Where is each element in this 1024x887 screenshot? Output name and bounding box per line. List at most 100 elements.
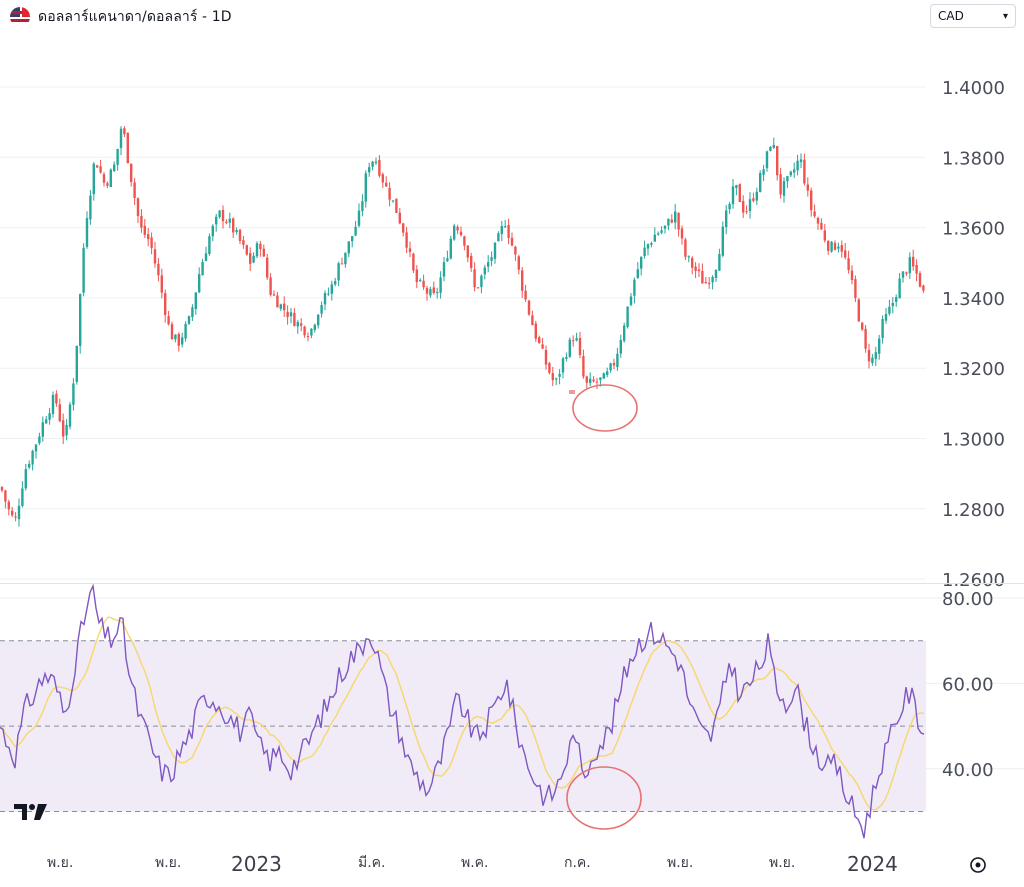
candle-body	[306, 336, 310, 338]
candle-body	[82, 247, 85, 293]
candle-body	[779, 174, 782, 195]
candle-body	[395, 198, 398, 213]
candle-body	[731, 186, 735, 205]
candle-body	[626, 306, 629, 327]
candle-body	[106, 183, 109, 186]
candle-body	[408, 248, 412, 252]
candle-body	[453, 225, 456, 240]
candle-body	[133, 182, 136, 198]
candle-body	[245, 245, 248, 255]
candle-body	[487, 262, 490, 267]
candle-body	[714, 270, 718, 278]
rsi-tick-label: 80.00	[942, 589, 994, 610]
candle-body	[898, 278, 901, 299]
candle-body	[572, 340, 575, 342]
candle-body	[432, 287, 435, 294]
candle-body	[17, 505, 21, 520]
candle-body	[867, 349, 871, 362]
candle-body	[854, 279, 857, 299]
candle-body	[38, 436, 41, 444]
candle-body	[874, 352, 877, 359]
candle-body	[748, 199, 752, 212]
candle-marker	[569, 390, 575, 394]
candle-body	[347, 241, 350, 254]
candle-body	[130, 163, 133, 182]
candle-body	[126, 132, 129, 164]
candle-body	[429, 289, 432, 296]
candle-body	[313, 324, 316, 331]
candle-body	[697, 269, 701, 272]
candle-body	[160, 275, 163, 293]
candle-body	[75, 345, 78, 382]
candle-body	[374, 161, 378, 164]
candle-body	[704, 281, 707, 284]
candle-body	[113, 164, 116, 172]
candle-body	[789, 171, 792, 176]
candle-body	[582, 356, 585, 377]
candle-body	[310, 328, 313, 336]
candle-body	[4, 490, 7, 502]
candle-body	[803, 159, 806, 184]
candle-body	[249, 253, 252, 264]
candle-body	[575, 338, 578, 341]
candle-body	[840, 245, 843, 252]
candle-body	[174, 334, 177, 340]
candle-body	[157, 263, 160, 276]
time-tick-label: มี.ค.	[358, 855, 386, 871]
candle-body	[89, 195, 92, 220]
candle-body	[143, 225, 146, 235]
candle-body	[99, 166, 102, 173]
candle-body	[323, 293, 327, 305]
candle-body	[888, 306, 891, 314]
candle-body	[538, 337, 541, 343]
candle-body	[21, 488, 24, 506]
candle-body	[493, 242, 497, 259]
usd-cad-flag-icon	[10, 7, 30, 27]
candle-body	[663, 225, 667, 229]
candle-body	[269, 277, 272, 295]
candle-body	[612, 362, 616, 366]
tradingview-logo-icon[interactable]	[14, 803, 48, 821]
candle-body	[255, 243, 259, 257]
candle-body	[476, 287, 480, 289]
candle-body	[891, 303, 894, 307]
candle-body	[507, 225, 510, 238]
candle-body	[558, 373, 561, 377]
candle-body	[422, 280, 425, 288]
candle-body	[334, 281, 337, 285]
candle-body	[72, 383, 75, 405]
candle-body	[816, 217, 820, 224]
candle-body	[402, 223, 405, 233]
time-tick-label: พ.ย.	[47, 855, 73, 871]
candle-body	[755, 191, 758, 201]
candle-body	[514, 246, 517, 255]
candle-body	[123, 128, 126, 135]
candle-body	[510, 237, 514, 246]
candle-body	[221, 209, 225, 222]
candle-body	[650, 243, 653, 245]
candle-body	[721, 226, 724, 256]
rsi-tick-label: 40.00	[942, 760, 994, 781]
time-tick-label: พ.ย.	[769, 855, 795, 871]
candle-body	[813, 211, 816, 217]
candle-body	[187, 316, 191, 324]
candle-body	[895, 297, 898, 302]
candle-body	[759, 173, 762, 192]
candle-body	[524, 290, 527, 300]
candle-body	[391, 200, 395, 202]
annotation-ellipse-price	[572, 384, 638, 432]
candle-body	[830, 241, 833, 252]
candle-body	[14, 516, 17, 518]
target-settings-icon[interactable]	[968, 855, 988, 875]
candle-body	[449, 238, 452, 259]
candle-body	[436, 292, 439, 294]
candle-body	[11, 510, 14, 516]
candle-body	[238, 229, 242, 241]
candle-body	[765, 151, 769, 169]
symbol-title: ดอลลาร์แคนาดา/ดอลลาร์ - 1D	[38, 9, 232, 25]
currency-select[interactable]: CAD ▾	[930, 4, 1016, 28]
rsi-ma-line	[0, 616, 925, 811]
candle-body	[691, 258, 694, 268]
candle-body	[24, 469, 27, 489]
